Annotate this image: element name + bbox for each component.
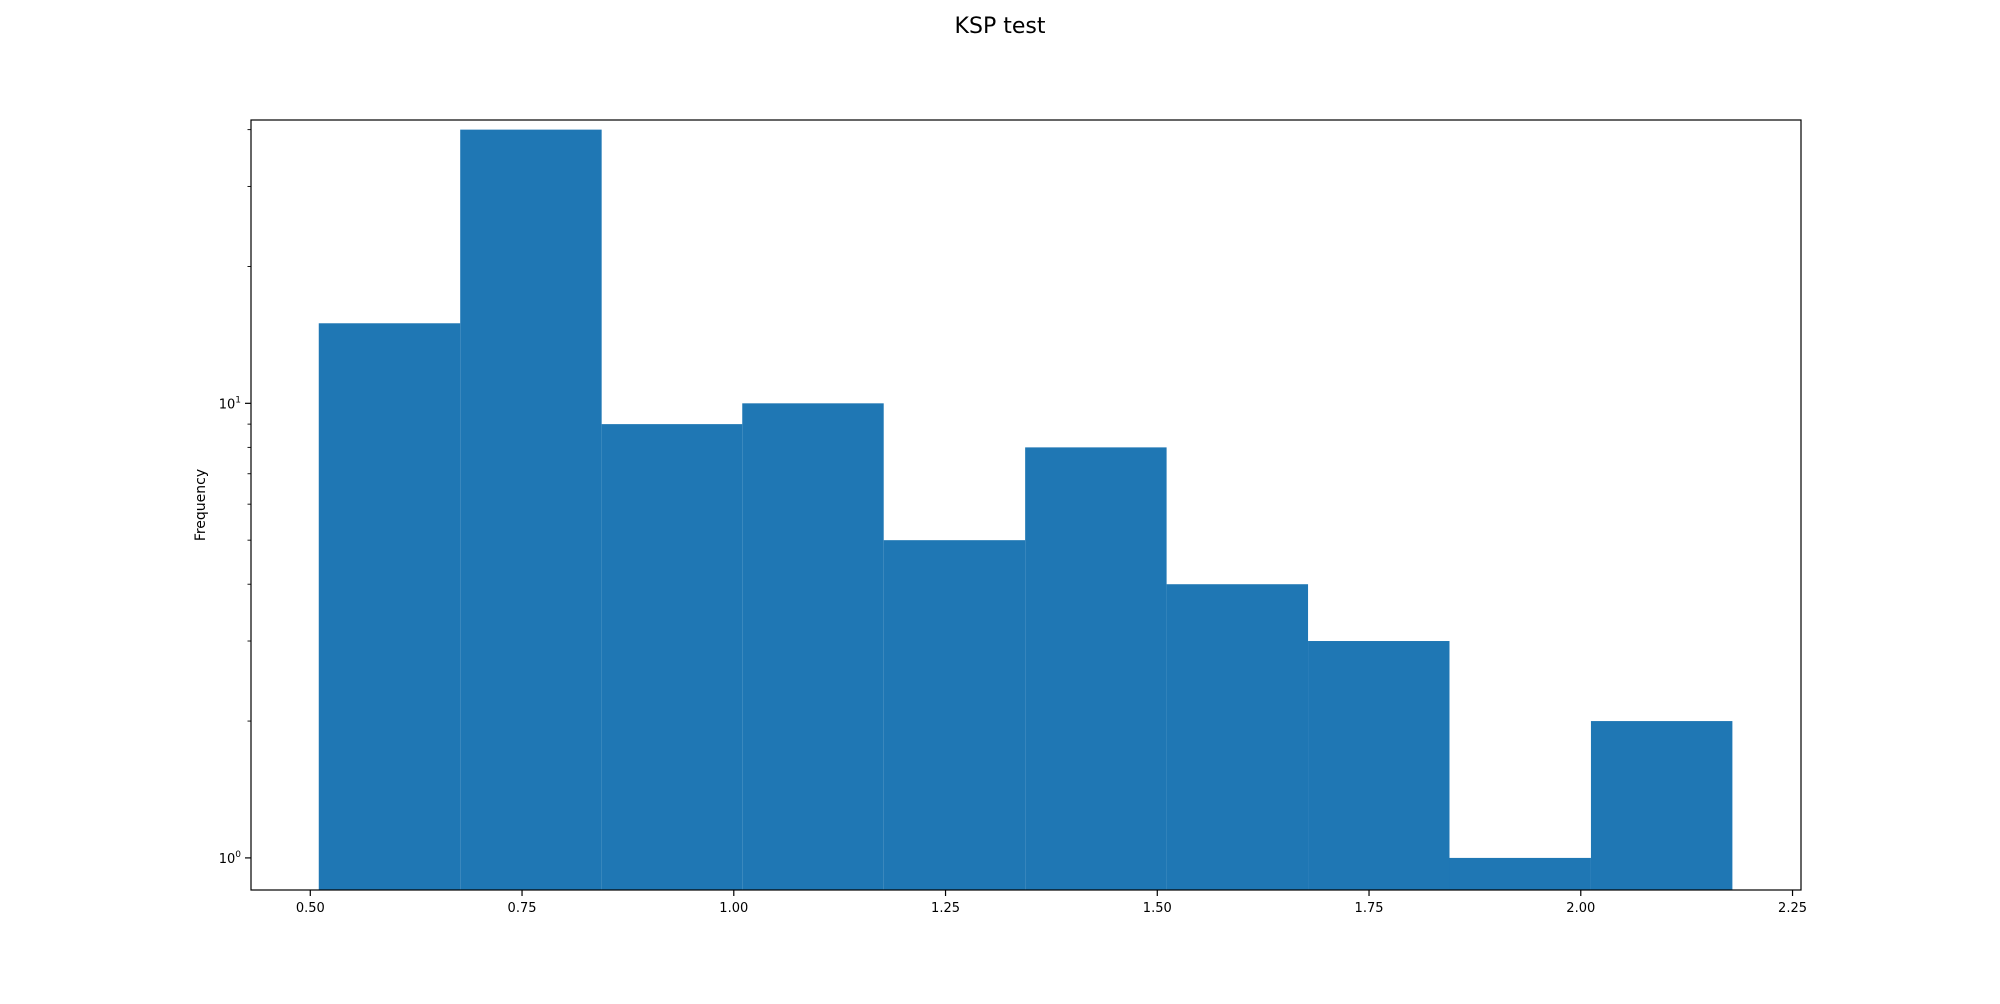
- histogram-bar-8: [1308, 641, 1450, 890]
- histogram-bar-1: [318, 323, 461, 890]
- chart-title: KSP test: [954, 14, 1046, 39]
- x-axis-ticks: 0.50 0.75 1.00 1.25 1.50 1.75 2.00 2.25: [296, 890, 1807, 916]
- x-tick-label: 0.75: [508, 901, 537, 916]
- histogram-bars: [318, 129, 1733, 891]
- x-tick-label: 2.00: [1566, 901, 1595, 916]
- x-tick-label: 0.50: [296, 901, 325, 916]
- x-tick-label: 1.75: [1355, 901, 1384, 916]
- x-tick-label: 1.00: [719, 901, 748, 916]
- histogram-bar-5: [883, 540, 1026, 890]
- histogram-bar-2: [460, 129, 602, 891]
- histogram-bar-3: [601, 424, 743, 890]
- y-axis-ticks: 100 101: [219, 129, 251, 867]
- y-axis-label: Frequency: [193, 469, 209, 541]
- axes-frame: [250, 119, 1802, 891]
- y-tick-label: 101: [219, 395, 241, 412]
- y-tick-label: 100: [219, 850, 242, 867]
- histogram-bar-10: [1590, 721, 1733, 890]
- x-tick-label: 1.25: [931, 901, 960, 916]
- histogram-bar-6: [1025, 447, 1167, 890]
- histogram-bar-4: [742, 403, 884, 890]
- x-tick-label: 1.50: [1143, 901, 1172, 916]
- x-tick-label: 2.25: [1778, 901, 1807, 916]
- histogram-bar-9: [1449, 857, 1591, 890]
- histogram-bar-7: [1166, 584, 1309, 890]
